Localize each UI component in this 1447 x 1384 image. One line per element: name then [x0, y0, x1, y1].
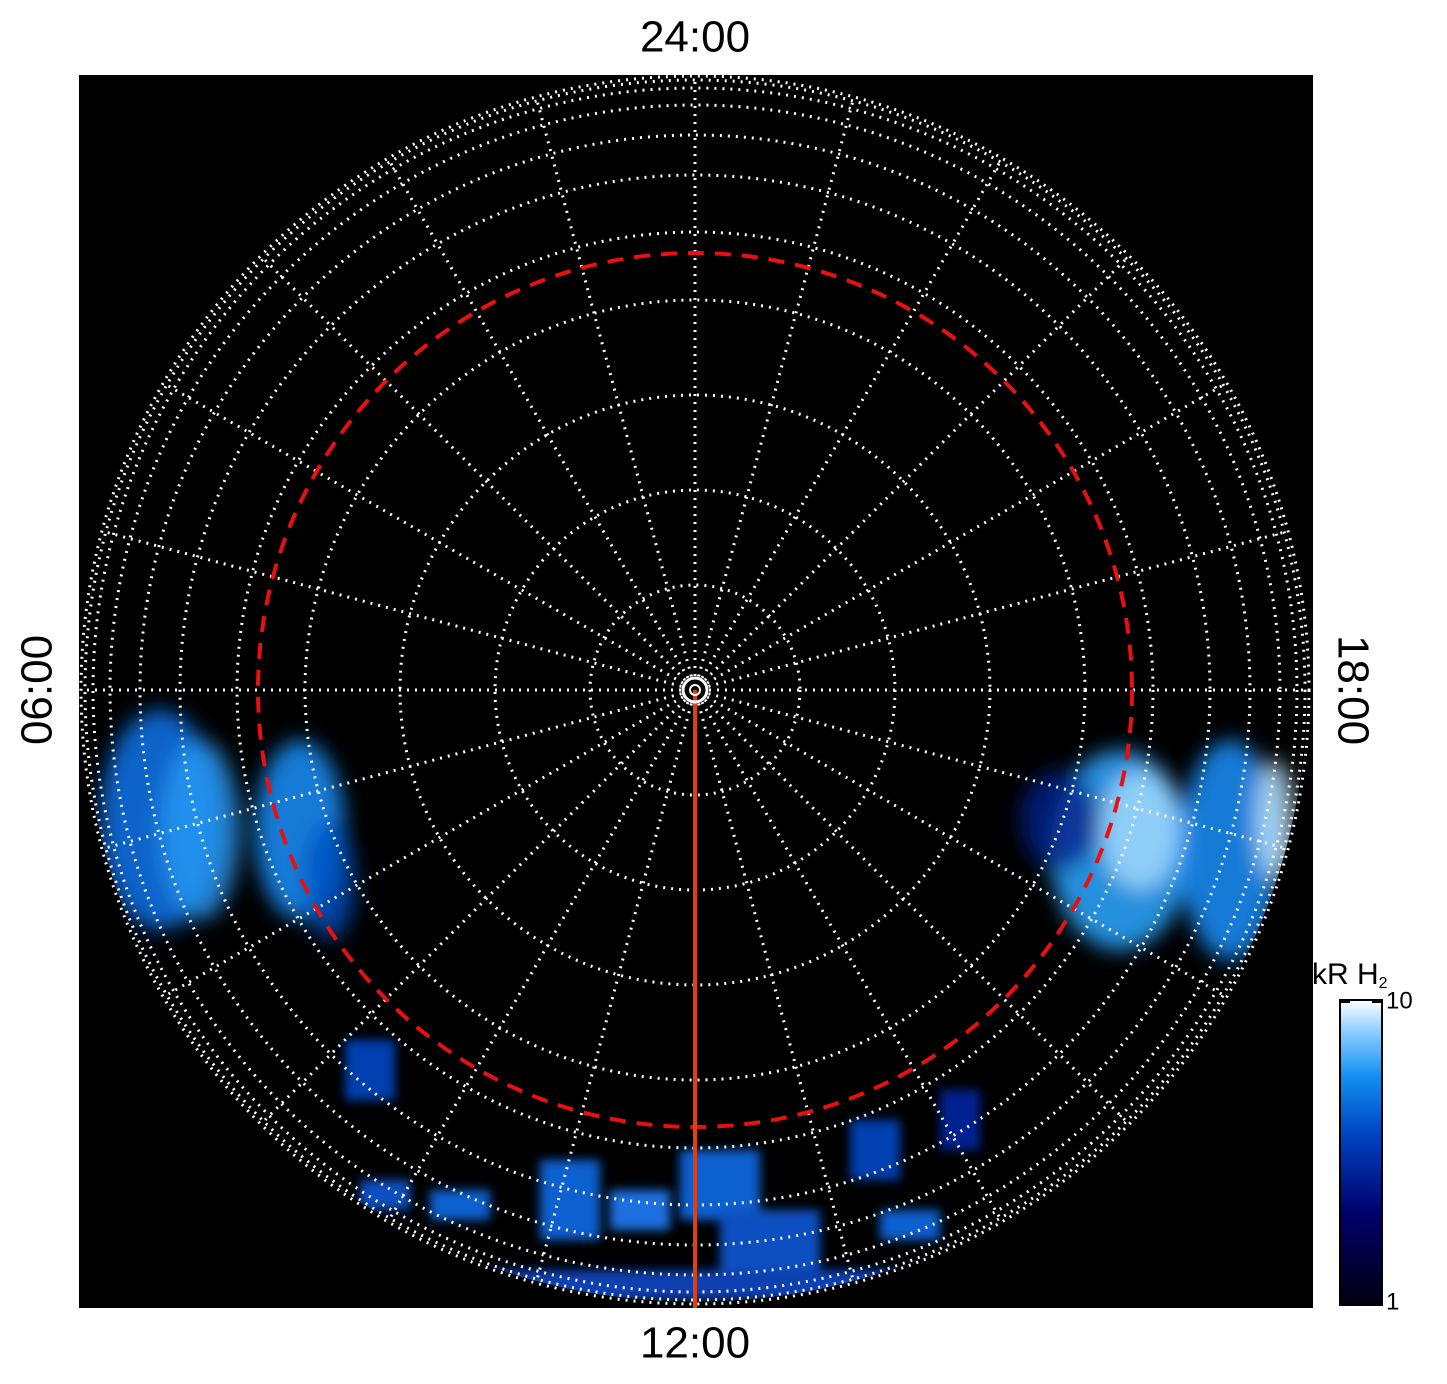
pole-marker [681, 676, 709, 704]
grid-circle [108, 103, 1282, 1277]
colorbar-tick-label: 10 [1386, 987, 1413, 1014]
colorbar-label-text: kR H [1312, 958, 1379, 991]
colorbar-tick-label: 1 [1386, 1288, 1399, 1315]
right-label: 18:00 [1328, 635, 1377, 745]
aurora-emission [100, 710, 1295, 1300]
pole-marker [689, 684, 701, 696]
grid-circle [138, 133, 1252, 1247]
grid-circle [588, 583, 802, 797]
colorbar-label: kR H2 [1312, 958, 1388, 992]
grid-circle [83, 78, 1307, 1302]
grid-circle [235, 230, 1155, 1150]
grid-circle [79, 75, 1311, 1306]
bottom-label: 12:00 [640, 1319, 750, 1368]
colorbar-label-subscript: 2 [1379, 975, 1388, 992]
left-label: 06:00 [13, 635, 62, 745]
top-label: 24:00 [640, 13, 750, 62]
colorbar-ticks: 1 10 [1340, 987, 1413, 1315]
colorbar [1339, 999, 1383, 1306]
